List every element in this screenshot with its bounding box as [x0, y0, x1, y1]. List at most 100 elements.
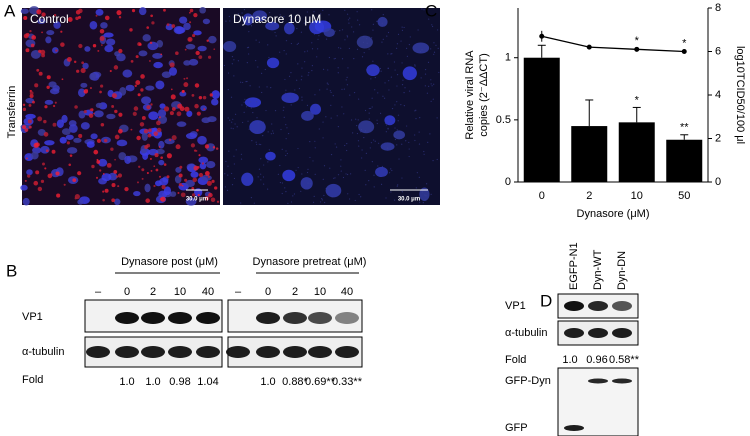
background-dot	[358, 145, 360, 147]
nucleus	[356, 35, 373, 49]
nucleus	[26, 169, 33, 176]
nucleus	[155, 80, 165, 90]
transferrin-dot	[160, 196, 166, 202]
background-dot	[368, 180, 370, 182]
background-dot	[414, 64, 416, 66]
nucleus	[49, 88, 60, 95]
transferrin-dot	[193, 149, 197, 152]
background-dot	[387, 31, 390, 34]
background-dot	[418, 131, 420, 133]
background-dot	[277, 173, 279, 175]
background-dot	[388, 89, 390, 91]
scale-label: 30.0 μm	[398, 197, 420, 203]
background-dot	[326, 88, 328, 90]
background-dot	[421, 8, 423, 10]
transferrin-dot	[144, 145, 149, 150]
background-dot	[311, 48, 314, 50]
nucleus	[175, 166, 182, 173]
nucleus	[300, 177, 313, 190]
background-dot	[228, 15, 230, 18]
transferrin-dot	[116, 10, 122, 16]
nucleus	[185, 197, 197, 206]
transferrin-dot	[69, 154, 73, 157]
transferrin-dot	[97, 49, 100, 52]
background-dot	[258, 86, 260, 88]
background-dot	[258, 168, 261, 170]
background-dot	[339, 30, 341, 32]
nucleus	[124, 155, 132, 164]
background-dot	[425, 195, 427, 197]
blot-band	[283, 312, 307, 324]
x-tick-label: 50	[678, 190, 690, 202]
transferrin-dot	[50, 173, 53, 176]
background-dot	[246, 47, 249, 49]
background-dot	[290, 201, 293, 203]
background-dot	[374, 89, 376, 91]
transferrin-dot	[109, 69, 112, 73]
transferrin-dot	[93, 112, 95, 115]
background-dot	[349, 94, 351, 96]
transferrin-dot	[37, 186, 43, 192]
background-dot	[233, 75, 235, 77]
nucleus	[141, 96, 152, 105]
transferrin-dot	[140, 88, 144, 92]
background-dot	[285, 89, 287, 91]
background-dot	[342, 176, 345, 179]
row-label: GFP	[505, 422, 528, 434]
background-dot	[256, 130, 259, 132]
transferrin-dot	[148, 128, 152, 133]
background-dot	[322, 9, 324, 11]
x-tick-label: 0	[539, 190, 545, 202]
transferrin-dot	[68, 163, 72, 167]
background-dot	[338, 47, 340, 49]
background-dot	[318, 128, 320, 130]
transferrin-dot	[132, 111, 137, 116]
point	[539, 33, 545, 39]
background-dot	[264, 68, 266, 71]
background-dot	[388, 80, 390, 82]
transferrin-dot	[29, 94, 34, 99]
nucleus	[159, 177, 169, 186]
background-dot	[408, 43, 411, 46]
background-dot	[346, 36, 349, 38]
background-dot	[430, 83, 432, 85]
nucleus	[61, 128, 71, 135]
nucleus	[82, 62, 89, 70]
background-dot	[431, 25, 434, 28]
background-dot	[419, 117, 421, 119]
background-dot	[372, 29, 374, 31]
background-dot	[383, 97, 386, 99]
background-dot	[379, 67, 382, 70]
transferrin-dot	[204, 144, 210, 149]
background-dot	[253, 202, 255, 204]
transferrin-dot	[129, 28, 133, 32]
transferrin-dot	[72, 178, 77, 183]
background-dot	[390, 120, 392, 123]
transferrin-dot	[194, 103, 199, 109]
lane-label: 2	[150, 286, 156, 298]
background-dot	[317, 38, 319, 40]
background-dot	[225, 20, 227, 22]
background-dot	[262, 134, 264, 137]
background-dot	[396, 101, 398, 103]
transferrin-dot	[60, 30, 63, 33]
transferrin-dot	[113, 169, 118, 174]
background-dot	[381, 22, 383, 24]
background-dot	[396, 185, 398, 187]
nucleus	[265, 21, 280, 31]
background-dot	[396, 129, 398, 131]
nucleus	[25, 113, 36, 119]
background-dot	[433, 42, 435, 44]
transferrin-dot	[23, 15, 28, 21]
nucleus	[183, 22, 191, 31]
transferrin-dot	[54, 101, 57, 104]
transferrin-dot	[110, 147, 114, 151]
background-dot	[427, 141, 429, 143]
background-dot	[329, 167, 331, 169]
background-dot	[421, 49, 423, 51]
background-dot	[233, 155, 235, 157]
background-dot	[396, 74, 399, 76]
transferrin-dot	[207, 175, 211, 179]
panel-label: B	[6, 261, 17, 280]
